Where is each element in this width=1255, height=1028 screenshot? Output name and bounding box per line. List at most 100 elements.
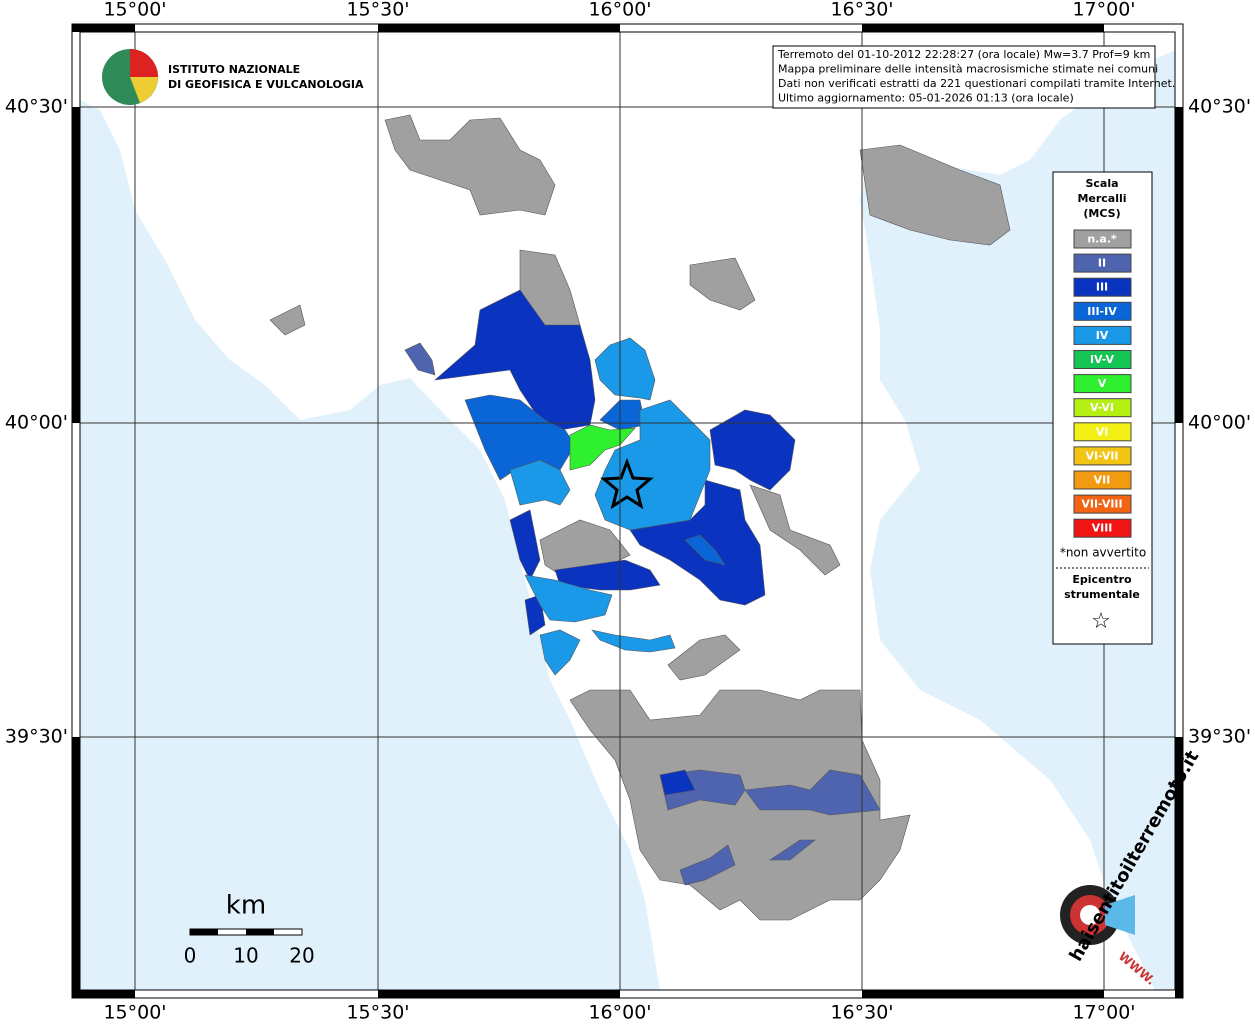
region [269,304,306,336]
legend-label: III [1096,281,1108,294]
scale-tick-label: 0 [184,944,197,968]
legend-swatch [1073,253,1132,273]
legend-label: n.a.* [1087,233,1117,246]
legend-label: V-VI [1090,401,1114,414]
scale-tick-label: 20 [289,944,314,968]
frame-bar [862,24,1104,32]
legend-label: IV-V [1090,353,1115,366]
region [859,144,1011,246]
legend-swatch [1073,277,1132,297]
frame-bar [72,107,80,423]
lat-label: 40°30' [1188,96,1251,118]
lat-label: 39°30' [5,726,68,748]
region [569,689,911,921]
lon-label: 15°00' [103,0,166,21]
legend-swatch [1073,374,1132,394]
frame-bar [1175,107,1183,423]
lon-label: 16°30' [830,0,893,21]
legend-star: ☆ [1091,609,1111,634]
logo-text: ISTITUTO NAZIONALE [168,63,300,76]
frame-bar [72,737,80,998]
region [679,844,736,886]
lon-label: 15°30' [346,1002,409,1024]
region [659,769,696,796]
region [524,574,613,623]
logo-text: DI GEOFISICA E VULCANOLOGIA [168,78,364,91]
frame-bar [72,990,135,998]
scale-bar: km 0 10 20 [184,891,315,968]
lat-label: 40°30' [5,96,68,118]
region [689,257,756,311]
legend-title: Mercalli [1077,192,1126,205]
region [434,289,596,431]
legend-note: *non avvertito [1060,546,1146,560]
region [709,409,796,491]
region [384,114,556,216]
info-line: Dati non verificati estratti da 221 ques… [778,77,1175,90]
logo-segment [130,77,158,103]
info-line: Mappa preliminare delle intensità macros… [778,63,1158,76]
legend-swatch [1073,350,1132,369]
region [591,629,676,653]
frame-bar [862,990,1104,998]
region [744,769,881,816]
region [464,394,576,481]
legend: ScalaMercalli(MCS)n.a.*IIIIIIII-IVIVIV-V… [1052,171,1153,645]
region [539,629,581,676]
lon-label: 16°00' [588,1002,651,1024]
legend-label: IV [1096,329,1109,342]
frame-outline [71,23,1184,999]
legend-label: III-IV [1087,305,1117,318]
legend-swatch [1073,398,1132,418]
ingv-logo: ISTITUTO NAZIONALE DI GEOFISICA E VULCAN… [102,49,364,105]
legend-epicenter: Epicentro [1072,573,1132,586]
region [667,634,741,681]
lon-label: 15°30' [346,0,409,21]
lat-label: 39°30' [1188,726,1251,748]
frame-bar [378,990,620,998]
legend-title: Scala [1085,177,1118,190]
frame-bar [378,24,620,32]
info-line: Ultimo aggiornamento: 05-01-2026 01:13 (… [778,92,1074,105]
legend-label: V [1098,377,1107,390]
legend-swatch [1073,446,1132,466]
lon-label: 17°00' [1072,0,1135,21]
info-box: Terremoto del 01-10-2012 22:28:27 (ora l… [772,45,1175,109]
legend-label: VII [1094,474,1111,487]
lat-label: 40°00' [5,412,68,434]
region [684,534,726,566]
scale-unit: km [226,891,266,921]
legend-title: (MCS) [1083,207,1120,220]
lon-label: 16°30' [830,1002,893,1024]
legend-epicenter: strumentale [1064,588,1140,601]
logo-segment [130,49,158,77]
scale-tick-label: 10 [233,944,258,968]
info-line: Terremoto del 01-10-2012 22:28:27 (ora l… [777,48,1150,61]
region [509,459,571,506]
legend-label: VII-VIII [1081,498,1122,511]
region [509,509,541,581]
lon-label: 17°00' [1072,1002,1135,1024]
legend-label: VI-VII [1085,449,1118,462]
legend-swatch [1073,229,1132,249]
frame-bar [1175,737,1183,998]
frame-bar [72,24,135,32]
legend-label: VI [1096,425,1109,438]
region [769,839,816,861]
frame-inner [79,31,1176,991]
frame [71,23,1184,999]
legend-label: II [1098,257,1106,270]
legend-swatch [1073,494,1132,514]
legend-swatch [1073,518,1132,538]
region [404,342,436,376]
regions [269,114,1011,921]
legend-label: VIII [1092,522,1113,535]
legend-swatch [1073,470,1132,490]
epicenter-star [600,457,654,510]
lon-label: 15°00' [103,1002,166,1024]
legend-swatch [1073,301,1132,321]
region [749,484,841,576]
legend-swatch [1073,422,1132,442]
lat-label: 40°00' [1188,412,1251,434]
